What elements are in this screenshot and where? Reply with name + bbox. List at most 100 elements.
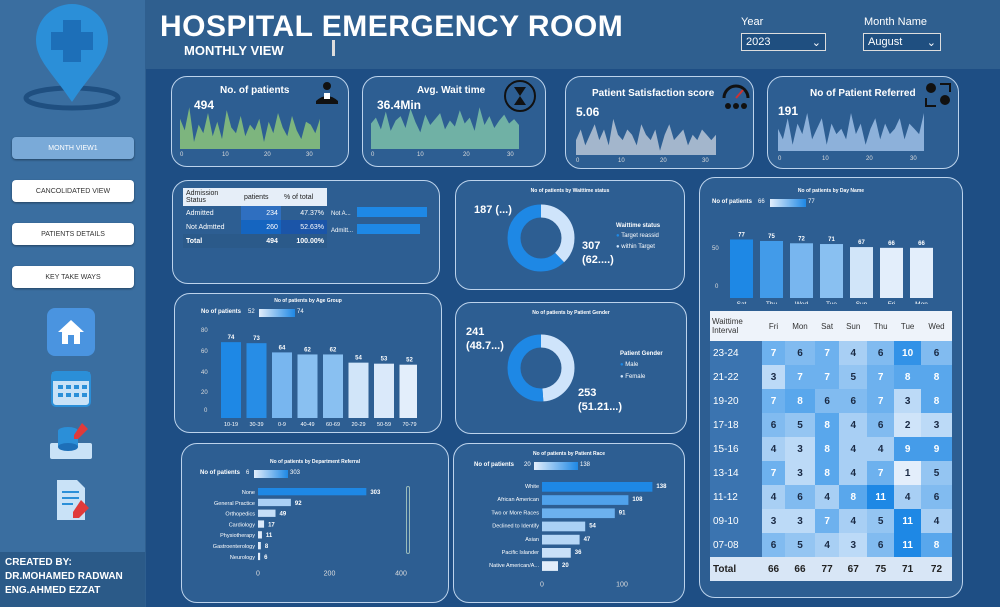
- table-row[interactable]: Admitted 234 47.37%: [183, 206, 327, 220]
- bar[interactable]: [258, 488, 367, 496]
- heatmap-total-row[interactable]: Total 66 66 77 67 75 71 72: [710, 557, 952, 581]
- report-icon[interactable]: [47, 476, 95, 524]
- bar[interactable]: [246, 343, 267, 418]
- admission-bar[interactable]: [357, 224, 420, 234]
- data-label: 54: [355, 356, 362, 362]
- heatmap-row[interactable]: 13-14 7 3 8 4 7 1 5: [710, 461, 952, 485]
- bar[interactable]: [272, 352, 292, 418]
- kpi-card-wait[interactable]: Avg. Wait time 36.4Min 0 10 20 30: [362, 76, 546, 167]
- legend-item[interactable]: ● Target reassid: [616, 233, 659, 239]
- nav-patients-details[interactable]: PATIENTS DETAILS: [12, 223, 134, 245]
- bar[interactable]: [850, 247, 873, 298]
- donut-slice[interactable]: [507, 204, 575, 272]
- axis-tick: 200: [324, 571, 336, 578]
- table-row[interactable]: Not Admtted 260 52.63%: [183, 220, 327, 234]
- legend-gradient: [254, 470, 288, 478]
- axis-tick: 10: [417, 152, 424, 158]
- nav-month-view[interactable]: MONTH VIEW1: [12, 137, 134, 159]
- scrollbar[interactable]: [406, 486, 410, 554]
- bar[interactable]: [258, 498, 291, 507]
- bar[interactable]: [258, 531, 262, 539]
- kpi-card-referred[interactable]: No of Patient Referred 191 0 10 20 30: [767, 76, 959, 169]
- heatmap-row[interactable]: 15-16 4 3 8 4 4 9 9: [710, 437, 952, 461]
- year-select[interactable]: 2023 ⌄: [741, 33, 826, 51]
- column-header[interactable]: Mon: [792, 321, 808, 331]
- bar[interactable]: [348, 362, 369, 418]
- bar[interactable]: [258, 509, 276, 517]
- bar[interactable]: [820, 244, 843, 298]
- bar[interactable]: [258, 552, 261, 561]
- heatmap-cell: 10: [894, 341, 921, 365]
- legend-title: No of patients: [200, 470, 240, 476]
- axis-tick: 10: [618, 158, 625, 164]
- data-label: 66: [888, 241, 895, 247]
- heatmap-row[interactable]: 11-12 4 6 4 8 11 4 6: [710, 485, 952, 509]
- heatmap-row[interactable]: 07-08 6 5 4 3 6 11 8: [710, 533, 952, 557]
- calendar-icon[interactable]: [47, 364, 95, 412]
- bar[interactable]: [730, 239, 753, 298]
- bar[interactable]: [790, 243, 813, 298]
- legend-item[interactable]: ● Female: [620, 374, 646, 380]
- bar[interactable]: [542, 495, 629, 505]
- table-cell: 47.37%: [300, 209, 324, 217]
- credit-author-2: ENG.AHMED EZZAT: [5, 585, 101, 596]
- bar[interactable]: [258, 520, 265, 528]
- bar[interactable]: [374, 363, 394, 418]
- bar[interactable]: [880, 247, 903, 298]
- nav-consolidated-view[interactable]: CANCOLIDATED VIEW: [12, 180, 134, 202]
- bar[interactable]: [910, 247, 933, 298]
- column-header[interactable]: Tue: [900, 321, 915, 331]
- kpi-title: Avg. Wait time: [417, 85, 486, 96]
- bar[interactable]: [542, 548, 571, 558]
- nav-key-takeaways[interactable]: KEY TAKE WAYS: [12, 266, 134, 288]
- home-icon[interactable]: [47, 308, 95, 356]
- bar[interactable]: [323, 354, 343, 418]
- table-total-row: Total 494 100.00%: [183, 234, 327, 248]
- kpi-card-satisfaction[interactable]: Patient Satisfaction score 5.06 0 10 20 …: [565, 76, 754, 169]
- column-header[interactable]: Sun: [846, 321, 861, 331]
- legend-item[interactable]: ● within Target: [616, 244, 655, 250]
- bar[interactable]: [542, 521, 586, 532]
- column-header[interactable]: Fri: [768, 321, 779, 331]
- bar[interactable]: [542, 482, 653, 492]
- heatmap-row[interactable]: 17-18 6 5 8 4 6 2 3: [710, 413, 952, 437]
- heatmap-cell: 6: [867, 533, 895, 557]
- column-header[interactable]: Waittime Interval: [712, 317, 743, 335]
- axis-tick: 10: [822, 156, 829, 162]
- month-select[interactable]: August ⌄: [863, 33, 941, 51]
- column-header[interactable]: Sat: [821, 321, 834, 331]
- donut-slice[interactable]: [507, 334, 575, 402]
- legend-item[interactable]: ● Male: [620, 362, 639, 368]
- column-header[interactable]: Wed: [928, 321, 945, 331]
- bar[interactable]: [399, 364, 418, 418]
- column-header[interactable]: Thu: [873, 321, 888, 331]
- legend-gradient: [770, 199, 806, 207]
- bar[interactable]: [221, 342, 241, 418]
- column-header[interactable]: % of total: [283, 193, 314, 201]
- column-header[interactable]: patients: [244, 193, 269, 201]
- axis-tick: 0: [715, 284, 719, 290]
- bar[interactable]: [760, 241, 783, 298]
- bar[interactable]: [542, 561, 558, 571]
- heatmap-row[interactable]: 19-20 7 8 6 6 7 3 8: [710, 389, 952, 413]
- data-label: 47: [584, 537, 591, 543]
- column-header[interactable]: Admission Status: [186, 190, 219, 204]
- table-cell: 52.63%: [280, 220, 327, 234]
- admission-bar[interactable]: [357, 207, 427, 217]
- data-label: 71: [828, 237, 835, 243]
- heatmap-row[interactable]: 09-10 3 3 7 4 5 11 4: [710, 509, 952, 533]
- heatmap-row[interactable]: 23-24 7 6 7 4 6 10 6: [710, 341, 952, 365]
- axis-tick: 0: [204, 408, 208, 414]
- axis-tick: 0: [576, 158, 580, 164]
- data-label: 17: [268, 522, 275, 528]
- bar[interactable]: [542, 534, 580, 545]
- bar[interactable]: [258, 542, 261, 550]
- heatmap-row[interactable]: 21-22 3 7 7 5 7 8 8: [710, 365, 952, 389]
- bar[interactable]: [297, 354, 318, 418]
- kpi-card-patients[interactable]: No. of patients 494 0 10 20 30: [171, 76, 349, 167]
- bar[interactable]: [542, 508, 615, 519]
- heatmap-cell: 7: [867, 389, 895, 413]
- legend-gradient: [259, 309, 295, 317]
- kpi-title: No. of patients: [220, 85, 290, 96]
- database-icon[interactable]: [47, 418, 95, 466]
